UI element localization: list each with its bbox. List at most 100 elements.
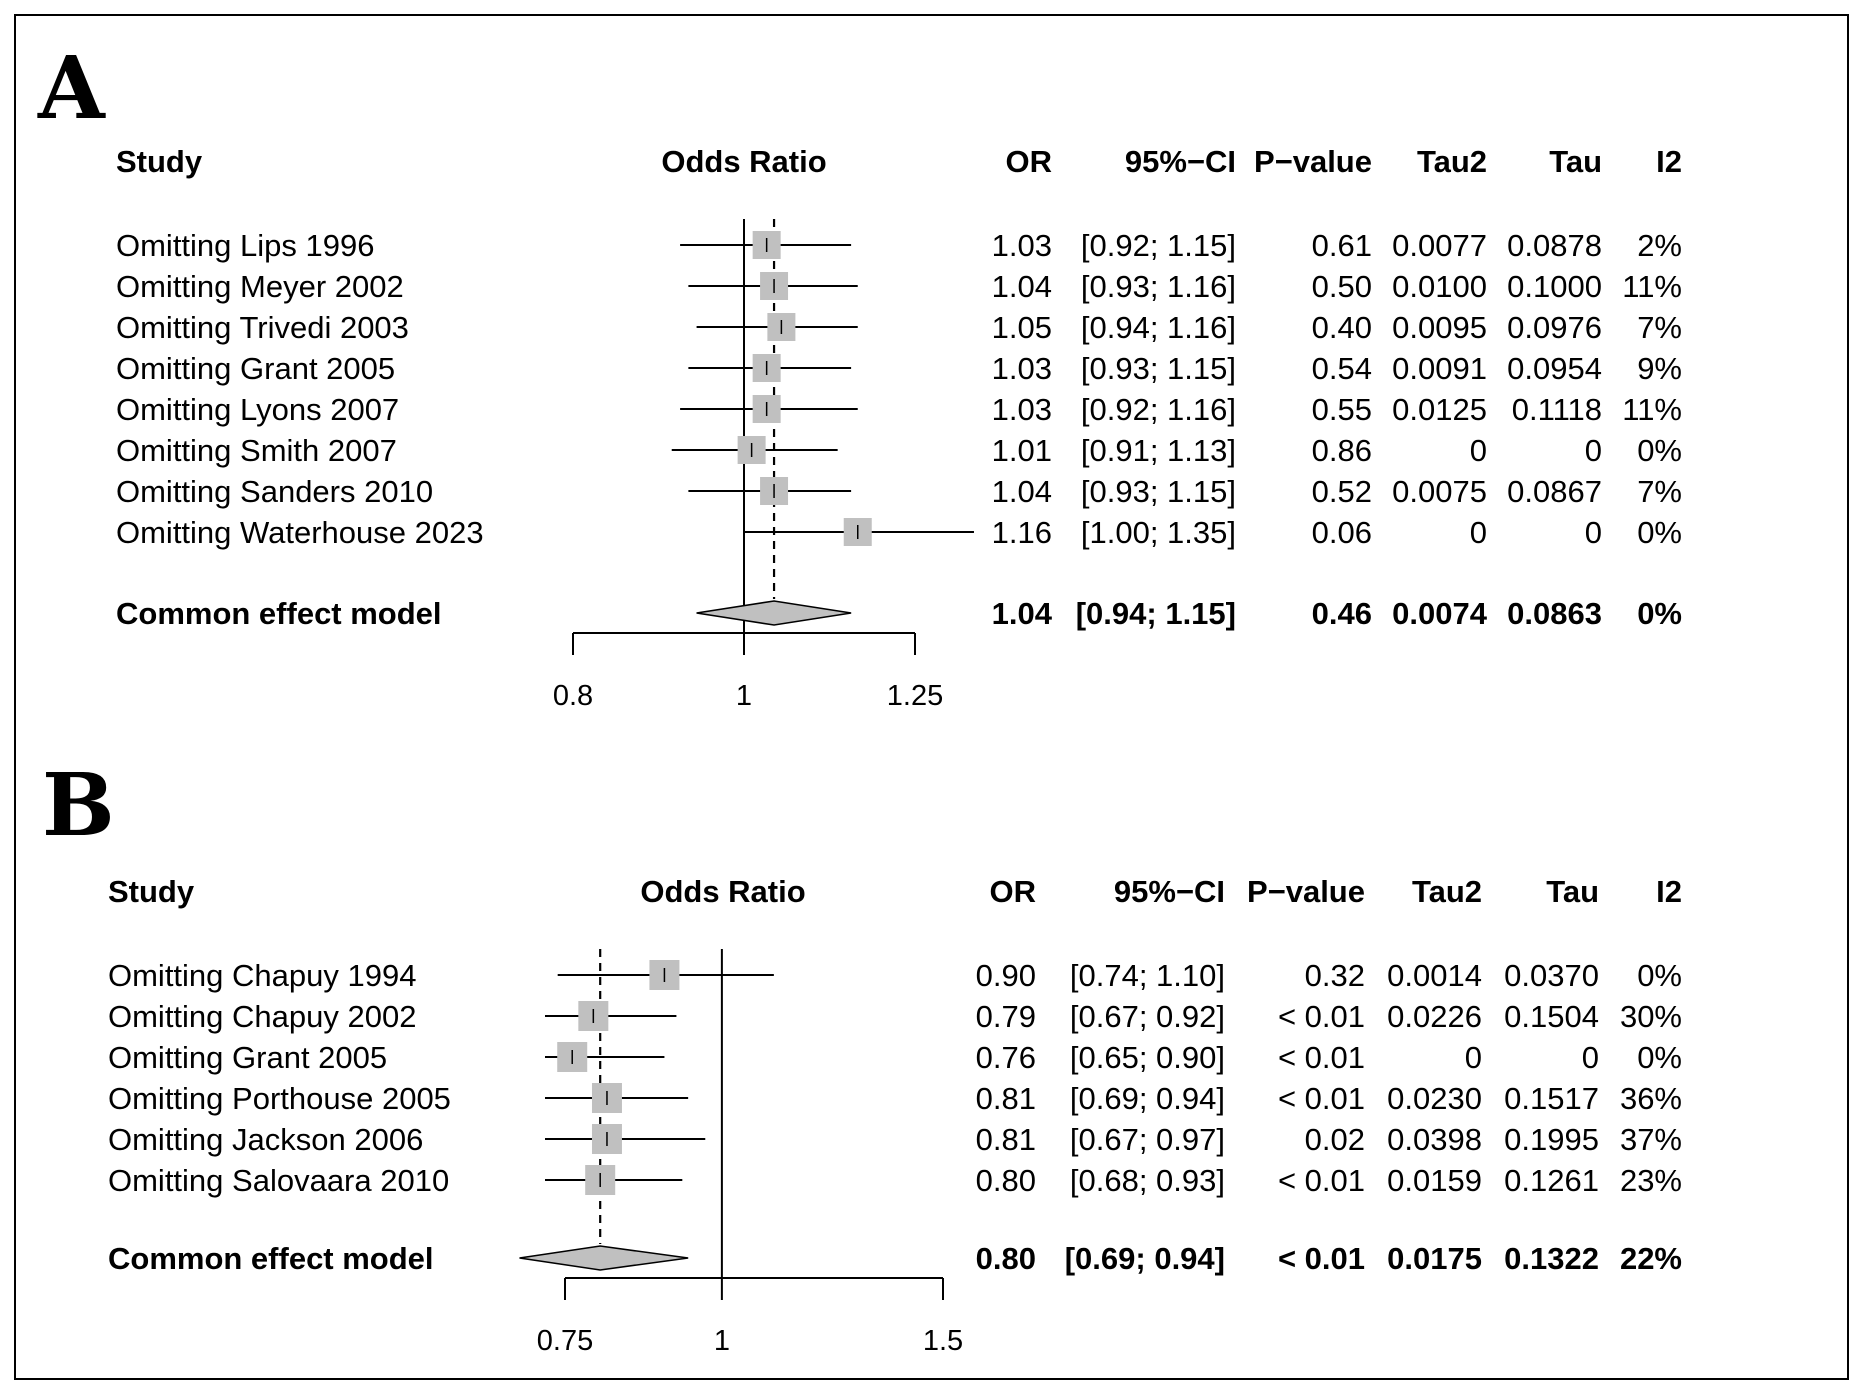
panel-b: B Study Odds Ratio OR 95%−CI P−value Tau2 Tau I2… — [42, 755, 1682, 1357]
study-label: Omitting Meyer 2002 — [116, 269, 404, 304]
tau2-value: 0.0159 — [1387, 1163, 1482, 1198]
tau-value: 0.1000 — [1507, 269, 1602, 304]
summary-diamond — [519, 1245, 689, 1271]
study-label: Omitting Porthouse 2005 — [108, 1081, 451, 1116]
tau-value: 0.0954 — [1507, 351, 1602, 386]
or-value: 0.81 — [976, 1081, 1036, 1116]
header-ci: 95%−CI — [1114, 874, 1225, 909]
x-tick-label: 1 — [736, 680, 752, 712]
study-label: Omitting Chapuy 1994 — [108, 958, 416, 993]
header-ci: 95%−CI — [1125, 144, 1236, 179]
summary-ci: [0.69; 0.94] — [1065, 1241, 1225, 1276]
or-value: 1.03 — [992, 228, 1052, 263]
or-value: 1.01 — [992, 433, 1052, 468]
study-label: Omitting Salovaara 2010 — [108, 1163, 449, 1198]
p-value: 0.50 — [1312, 269, 1372, 304]
tau2-value: 0.0230 — [1387, 1081, 1482, 1116]
ci-value: [0.94; 1.16] — [1081, 310, 1236, 345]
p-value: < 0.01 — [1278, 1081, 1365, 1116]
header-i2: I2 — [1656, 874, 1682, 909]
summary-tau2: 0.0175 — [1387, 1241, 1482, 1276]
ci-value: [0.92; 1.15] — [1081, 228, 1236, 263]
study-label: Omitting Jackson 2006 — [108, 1122, 423, 1157]
i2-value: 0% — [1637, 1040, 1682, 1075]
study-label: Omitting Lyons 2007 — [116, 392, 399, 427]
p-value: 0.54 — [1312, 351, 1372, 386]
header-i2: I2 — [1656, 144, 1682, 179]
or-value: 0.79 — [976, 999, 1036, 1034]
x-tick-label: 0.75 — [537, 1325, 593, 1357]
panel-letter: A — [37, 38, 106, 139]
i2-value: 2% — [1637, 228, 1682, 263]
ci-value: [0.67; 0.92] — [1070, 999, 1225, 1034]
i2-value: 11% — [1622, 269, 1682, 304]
x-tick-label: 1 — [714, 1325, 730, 1357]
ci-value: [0.93; 1.15] — [1081, 351, 1236, 386]
summary-p-value: < 0.01 — [1278, 1241, 1365, 1276]
summary-p-value: 0.46 — [1312, 596, 1372, 631]
tau2-value: 0.0125 — [1392, 392, 1487, 427]
tau2-value: 0.0014 — [1387, 958, 1482, 993]
ci-value: [0.93; 1.15] — [1081, 474, 1236, 509]
or-value: 0.76 — [976, 1040, 1036, 1075]
or-value: 1.16 — [992, 515, 1052, 550]
tau-value: 0.0867 — [1507, 474, 1602, 509]
tau2-value: 0 — [1470, 515, 1487, 550]
ci-value: [0.69; 0.94] — [1070, 1081, 1225, 1116]
p-value: 0.32 — [1305, 958, 1365, 993]
header-tau: Tau — [1549, 144, 1602, 179]
tau-value: 0 — [1585, 433, 1602, 468]
header-odds-ratio: Odds Ratio — [640, 874, 805, 909]
header-tau2: Tau2 — [1417, 144, 1487, 179]
p-value: < 0.01 — [1278, 1040, 1365, 1075]
ci-value: [0.65; 0.90] — [1070, 1040, 1225, 1075]
p-value: 0.02 — [1305, 1122, 1365, 1157]
tau2-value: 0.0091 — [1392, 351, 1487, 386]
header-odds-ratio: Odds Ratio — [661, 144, 826, 179]
p-value: 0.61 — [1312, 228, 1372, 263]
i2-value: 23% — [1620, 1163, 1682, 1198]
p-value: 0.55 — [1312, 392, 1372, 427]
i2-value: 0% — [1637, 958, 1682, 993]
tau2-value: 0 — [1465, 1040, 1482, 1075]
panel-letter: B — [42, 755, 115, 856]
header-or: OR — [990, 874, 1037, 909]
summary-or: 0.80 — [976, 1241, 1036, 1276]
i2-value: 37% — [1620, 1122, 1682, 1157]
study-label: Omitting Smith 2007 — [116, 433, 397, 468]
tau-value: 0.1995 — [1504, 1122, 1599, 1157]
tau2-value: 0 — [1470, 433, 1487, 468]
summary-label: Common effect model — [116, 596, 442, 631]
tau-value: 0.1261 — [1504, 1163, 1599, 1198]
or-value: 0.90 — [976, 958, 1036, 993]
i2-value: 30% — [1620, 999, 1682, 1034]
tau-value: 0.0370 — [1504, 958, 1599, 993]
tau2-value: 0.0100 — [1392, 269, 1487, 304]
or-value: 0.81 — [976, 1122, 1036, 1157]
i2-value: 36% — [1620, 1081, 1682, 1116]
or-value: 1.03 — [992, 351, 1052, 386]
or-value: 1.04 — [992, 474, 1052, 509]
study-label: Omitting Sanders 2010 — [116, 474, 433, 509]
header-study: Study — [108, 874, 195, 909]
tau2-value: 0.0077 — [1392, 228, 1487, 263]
tau-value: 0.1504 — [1504, 999, 1599, 1034]
ci-value: [0.91; 1.13] — [1081, 433, 1236, 468]
summary-i2: 22% — [1620, 1241, 1682, 1276]
i2-value: 11% — [1622, 392, 1682, 427]
summary-tau: 0.1322 — [1504, 1241, 1599, 1276]
x-tick-label: 1.5 — [923, 1325, 963, 1357]
i2-value: 7% — [1637, 310, 1682, 345]
or-value: 1.03 — [992, 392, 1052, 427]
tau2-value: 0.0226 — [1387, 999, 1482, 1034]
study-label: Omitting Grant 2005 — [116, 351, 395, 386]
ci-value: [0.74; 1.10] — [1070, 958, 1225, 993]
p-value: 0.52 — [1312, 474, 1372, 509]
header-tau2: Tau2 — [1412, 874, 1482, 909]
i2-value: 0% — [1637, 515, 1682, 550]
tau-value: 0.0976 — [1507, 310, 1602, 345]
p-value: 0.86 — [1312, 433, 1372, 468]
summary-ci: [0.94; 1.15] — [1076, 596, 1236, 631]
